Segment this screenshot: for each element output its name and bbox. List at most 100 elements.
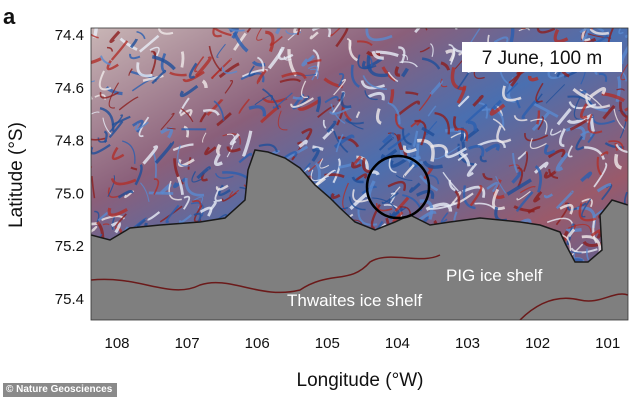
eddy-streak [516, 190, 531, 201]
eddy-streak [462, 185, 476, 210]
eddy-streak [530, 118, 548, 135]
eddy-streak [115, 213, 127, 227]
eddy-streak [109, 30, 121, 43]
eddy-streak [517, 166, 524, 188]
eddy-streak [322, 128, 334, 140]
eddy-streak [565, 125, 586, 141]
eddy-streak [202, 109, 220, 116]
eddy-streak [297, 99, 321, 111]
eddy-streak [315, 96, 321, 113]
eddy-streak [108, 120, 124, 139]
eddy-streak [517, 150, 528, 160]
eddy-streak [279, 78, 302, 84]
eddy-streak [357, 208, 378, 226]
eddy-streak [134, 121, 149, 131]
eddy-streak [177, 144, 191, 167]
eddy-streak [169, 71, 187, 77]
eddy-streak [277, 110, 288, 131]
eddy-streak [589, 28, 610, 36]
eddy-streak [310, 68, 319, 80]
eddy-streak [555, 152, 570, 172]
eddy-streak [454, 128, 469, 142]
eddy-streak [238, 152, 253, 164]
eddy-streak [180, 108, 194, 123]
eddy-streak [515, 191, 534, 213]
eddy-streak [427, 174, 440, 185]
eddy-streak [91, 51, 102, 65]
eddy-streak [338, 73, 345, 87]
eddy-streak [590, 229, 602, 237]
eddy-streak [467, 120, 477, 132]
eddy-streak [466, 162, 478, 177]
eddy-streak [91, 66, 95, 84]
eddy-streak [160, 53, 167, 74]
eddy-streak [394, 66, 401, 77]
eddy-streak [388, 155, 397, 174]
eddy-streak [176, 176, 184, 195]
eddy-streak [110, 40, 129, 61]
eddy-streak [532, 102, 559, 118]
eddy-streak [615, 143, 628, 154]
eddy-streak [269, 35, 283, 47]
eddy-streak [584, 146, 606, 160]
eddy-streak [194, 56, 212, 77]
eddy-streak [527, 75, 539, 82]
eddy-streak [444, 147, 468, 159]
eddy-streak [91, 143, 111, 155]
eddy-streak [208, 28, 232, 37]
eddy-streak [416, 189, 435, 200]
y-tick-label: 75.4 [55, 291, 84, 308]
eddy-streak [401, 67, 409, 78]
eddy-streak [534, 165, 543, 193]
eddy-streak [408, 182, 421, 193]
eddy-streak [265, 30, 275, 53]
eddy-streak [324, 96, 339, 104]
eddy-streak [306, 59, 322, 65]
eddy-streak [570, 247, 598, 254]
eddy-streak [448, 179, 456, 192]
eddy-streak [371, 50, 384, 60]
eddy-streak [521, 100, 537, 119]
eddy-streak [608, 140, 624, 152]
eddy-streak [543, 170, 557, 179]
eddy-streak [479, 155, 487, 163]
eddy-streak [150, 51, 157, 75]
eddy-streak [308, 158, 323, 172]
eddy-streak [240, 72, 265, 83]
eddy-streak [232, 31, 249, 53]
eddy-streak [434, 112, 450, 135]
grounding-line-pig [519, 293, 628, 320]
eddy-streak [129, 38, 139, 49]
eddy-streak [142, 145, 158, 165]
eddy-streak [206, 98, 224, 116]
eddy-streak [157, 28, 174, 35]
eddy-streak [364, 90, 378, 101]
eddy-streak [216, 112, 232, 127]
eddy-streak [450, 66, 466, 91]
eddy-streak [548, 168, 559, 179]
eddy-streak [481, 108, 505, 128]
eddy-streak [102, 117, 113, 136]
eddy-streak [536, 28, 556, 34]
eddy-streak [618, 28, 628, 35]
eddy-streak [600, 151, 609, 157]
eddy-streak [330, 103, 346, 125]
eddy-streak [357, 40, 373, 47]
eddy-streak [139, 34, 160, 53]
eddy-streak [478, 102, 489, 119]
eddy-streak [365, 28, 393, 42]
eddy-streak [91, 136, 106, 141]
eddy-streak [140, 182, 150, 202]
eddy-streak [401, 128, 412, 146]
eddy-streak [301, 128, 313, 141]
eddy-streak [506, 82, 519, 95]
eddy-streak [149, 46, 160, 59]
eddy-streak [543, 193, 554, 199]
eddy-streak [550, 128, 562, 136]
eddy-streak [567, 145, 574, 158]
eddy-streak [272, 28, 283, 35]
eddy-streak [215, 184, 229, 191]
eddy-streak [496, 125, 512, 144]
eddy-streak [100, 55, 112, 66]
eddy-streak [394, 196, 410, 213]
